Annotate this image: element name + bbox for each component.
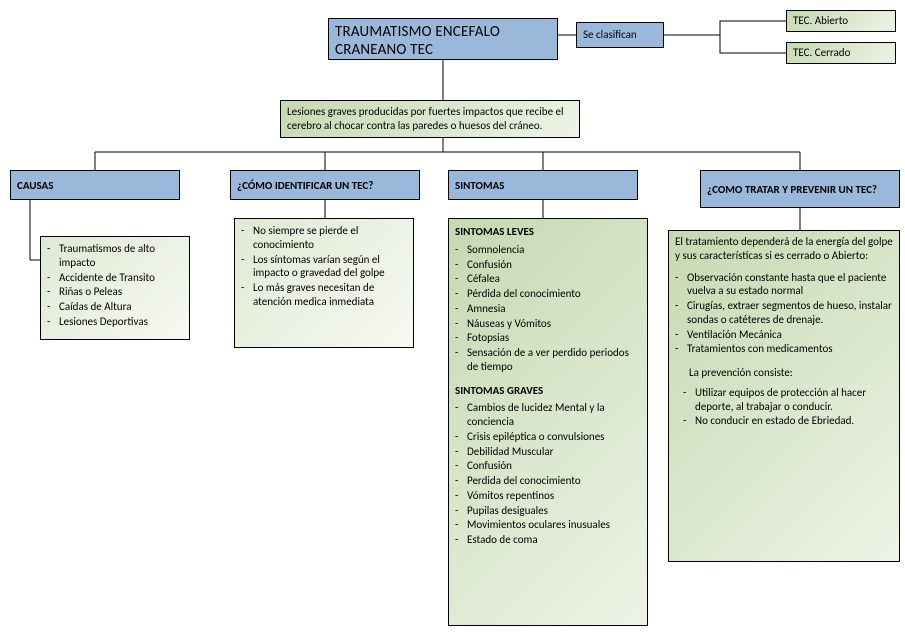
list-item: Sensación de a ver perdido periodos de t… [455, 346, 641, 374]
list-item: No conducir en estado de Ebriedad. [683, 414, 893, 428]
classify-label: Se clasifican [583, 28, 637, 42]
list-item: Amnesia [455, 302, 641, 316]
list-item: Cirugías, extraer segmentos de hueso, in… [675, 299, 893, 327]
causas-body: Traumatismos de alto impactoAccidente de… [40, 236, 190, 340]
tratar-prevencion-list: Utilizar equipos de protección al hacer … [675, 386, 893, 428]
tratar-body: El tratamiento dependerá de la energía d… [668, 230, 900, 562]
type-cerrado-label: TEC. Cerrado [793, 46, 850, 60]
list-item: Los síntomas varían según el impacto o g… [241, 253, 407, 281]
causas-header-text: CAUSAS [17, 179, 53, 192]
list-item: Náuseas y Vómitos [455, 317, 641, 331]
list-item: Perdida del conocimiento [455, 474, 641, 488]
list-item: Pérdida del conocimiento [455, 287, 641, 301]
sintomas-leves-list: SomnolenciaConfusiónCéfaleaPérdida del c… [455, 243, 641, 374]
list-item: Céfalea [455, 272, 641, 286]
list-item: Lo más graves necesitan de atención medi… [241, 281, 407, 309]
list-item: Movimientos oculares inusuales [455, 518, 641, 532]
causas-header: CAUSAS [10, 170, 180, 200]
list-item: Tratamientos con medicamentos [675, 342, 893, 356]
identificar-list: No siempre se pierde el conocimientoLos … [241, 224, 407, 309]
definition-text: Lesiones graves producidas por fuertes i… [287, 105, 564, 132]
list-item: Lesiones Deportivas [47, 315, 183, 329]
type-abierto-label: TEC. Abierto [793, 14, 848, 28]
identificar-header-text: ¿CÓMO IDENTIFICAR UN TEC? [237, 179, 373, 192]
list-item: Pupilas desiguales [455, 504, 641, 518]
title-box: TRAUMATISMO ENCEFALO CRANEANO TEC [328, 18, 558, 60]
identificar-header: ¿CÓMO IDENTIFICAR UN TEC? [230, 170, 420, 200]
list-item: Utilizar equipos de protección al hacer … [683, 386, 893, 414]
list-item: Accidente de Transito [47, 271, 183, 285]
type-cerrado: TEC. Cerrado [786, 42, 896, 64]
list-item: Traumatismos de alto impacto [47, 242, 183, 270]
tratar-header: ¿COMO TRATAR Y PREVENIR UN TEC? [700, 170, 900, 208]
list-item: Fotopsias [455, 331, 641, 345]
sintomas-header: SINTOMAS [448, 170, 638, 200]
identificar-body: No siempre se pierde el conocimientoLos … [234, 218, 414, 348]
list-item: Riñas o Peleas [47, 285, 183, 299]
type-abierto: TEC. Abierto [786, 10, 896, 32]
tratar-intro: El tratamiento dependerá de la energía d… [675, 235, 893, 263]
list-item: Crisis epiléptica o convulsiones [455, 430, 641, 444]
definition-box: Lesiones graves producidas por fuertes i… [280, 100, 580, 138]
list-item: Estado de coma [455, 533, 641, 547]
sintomas-graves-title: SINTOMAS GRAVES [455, 384, 641, 398]
sintomas-body: SINTOMAS LEVES SomnolenciaConfusiónCéfal… [448, 218, 648, 626]
list-item: Somnolencia [455, 243, 641, 257]
tratar-tratamientos-list: Observación constante hasta que el pacie… [675, 271, 893, 357]
list-item: No siempre se pierde el conocimiento [241, 224, 407, 252]
list-item: Ventilación Mecánica [675, 328, 893, 342]
classify-box: Se clasifican [576, 22, 664, 48]
list-item: Vómitos repentinos [455, 489, 641, 503]
tratar-header-text: ¿COMO TRATAR Y PREVENIR UN TEC? [707, 183, 877, 196]
causas-list: Traumatismos de alto impactoAccidente de… [47, 242, 183, 329]
title-text: TRAUMATISMO ENCEFALO CRANEANO TEC [335, 23, 551, 59]
list-item: Confusión [455, 459, 641, 473]
sintomas-leves-title: SINTOMAS LEVES [455, 225, 641, 239]
list-item: Confusión [455, 258, 641, 272]
list-item: Caídas de Altura [47, 300, 183, 314]
tratar-prevencion-title: La prevención consiste: [689, 366, 893, 380]
list-item: Debilidad Muscular [455, 445, 641, 459]
sintomas-header-text: SINTOMAS [455, 179, 504, 192]
list-item: Observación constante hasta que el pacie… [675, 271, 893, 299]
list-item: Cambios de lucidez Mental y la concienci… [455, 401, 641, 429]
sintomas-graves-list: Cambios de lucidez Mental y la concienci… [455, 401, 641, 547]
